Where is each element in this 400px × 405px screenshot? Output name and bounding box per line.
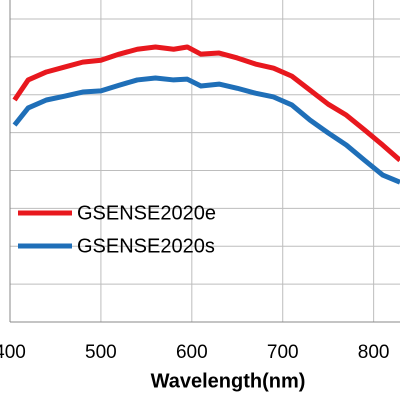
x-axis-label: Wavelength(nm) [151, 370, 306, 392]
x-tick-label: 700 [267, 342, 299, 363]
legend-label: GSENSE2020e [77, 202, 216, 224]
x-tick-label: 500 [85, 342, 117, 363]
x-tick-label: 600 [176, 342, 208, 363]
legend-label: GSENSE2020s [77, 235, 215, 257]
x-tick-label: 400 [0, 342, 26, 363]
data-line [12, 44, 400, 163]
data-line [12, 75, 400, 185]
x-tick-label: 800 [358, 342, 390, 363]
